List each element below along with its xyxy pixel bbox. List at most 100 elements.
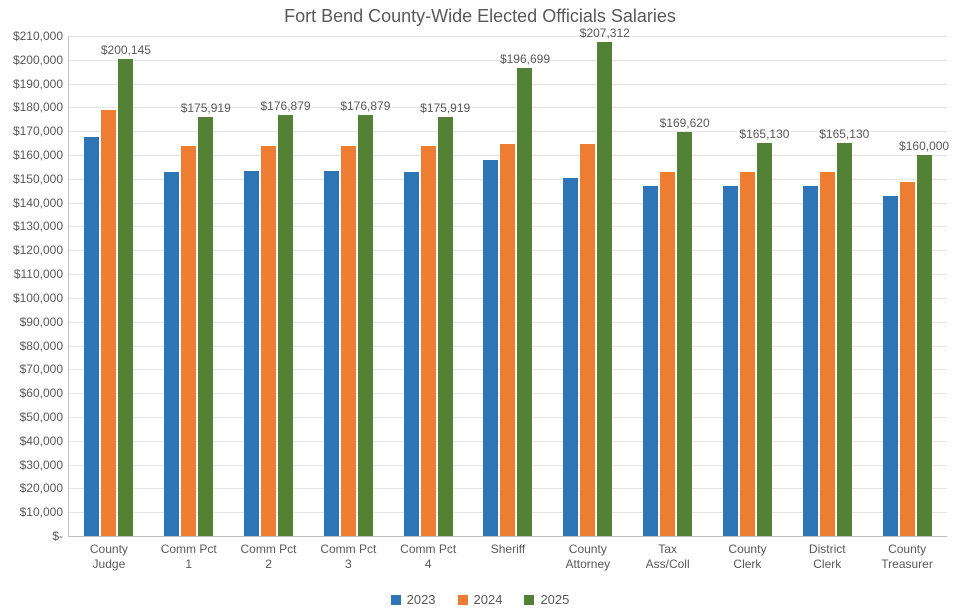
bar — [101, 110, 116, 536]
legend-swatch — [524, 595, 534, 605]
category-label: County Attorney — [548, 536, 628, 572]
bar: $200,145 — [118, 59, 133, 536]
y-axis-label: $170,000 — [13, 124, 69, 138]
category-label: County Clerk — [708, 536, 788, 572]
category-group: $169,620Tax Ass/Coll — [628, 36, 708, 536]
bar-cluster: $176,879 — [229, 36, 309, 536]
bar-value-label: $160,000 — [899, 139, 949, 155]
legend-item: 2024 — [458, 592, 503, 607]
legend-swatch — [391, 595, 401, 605]
bar: $165,130 — [837, 143, 852, 536]
category-group: $176,879Comm Pct 3 — [308, 36, 388, 536]
bar-value-label: $175,919 — [420, 101, 470, 117]
category-label: County Judge — [69, 536, 149, 572]
bar-cluster: $175,919 — [388, 36, 468, 536]
category-label: Comm Pct 1 — [149, 536, 229, 572]
bar — [341, 146, 356, 536]
bar-cluster: $196,699 — [468, 36, 548, 536]
category-group: $165,130County Clerk — [708, 36, 788, 536]
bar — [261, 146, 276, 536]
bar — [421, 146, 436, 536]
bar — [164, 172, 179, 536]
y-axis-label: $30,000 — [20, 458, 69, 472]
bar-value-label: $165,130 — [819, 127, 869, 143]
bar-cluster: $169,620 — [628, 36, 708, 536]
legend-item: 2023 — [391, 592, 436, 607]
bar-value-label: $176,879 — [340, 99, 390, 115]
bar-cluster: $207,312 — [548, 36, 628, 536]
category-group: $196,699Sheriff — [468, 36, 548, 536]
y-axis-label: $20,000 — [20, 481, 69, 495]
bar-cluster: $200,145 — [69, 36, 149, 536]
y-axis-label: $210,000 — [13, 29, 69, 43]
bar: $165,130 — [757, 143, 772, 536]
bar — [643, 186, 658, 536]
y-axis-label: $150,000 — [13, 172, 69, 186]
bar-value-label: $169,620 — [660, 116, 710, 132]
bar-value-label: $175,919 — [181, 101, 231, 117]
bar — [660, 172, 675, 536]
legend-item: 2025 — [524, 592, 569, 607]
bar-cluster: $175,919 — [149, 36, 229, 536]
y-axis-label: $40,000 — [20, 434, 69, 448]
bar-value-label: $165,130 — [739, 127, 789, 143]
bar — [580, 144, 595, 536]
bar-value-label: $207,312 — [580, 26, 630, 42]
bar — [483, 160, 498, 536]
bar — [181, 146, 196, 536]
y-axis-label: $200,000 — [13, 53, 69, 67]
y-axis-label: $70,000 — [20, 362, 69, 376]
bar — [820, 172, 835, 536]
legend-swatch — [458, 595, 468, 605]
category-label: County Treasurer — [867, 536, 947, 572]
y-axis-label: $100,000 — [13, 291, 69, 305]
bar-cluster: $165,130 — [787, 36, 867, 536]
bar — [563, 178, 578, 536]
bar — [324, 171, 339, 536]
salary-bar-chart: Fort Bend County-Wide Elected Officials … — [0, 0, 960, 616]
bar: $175,919 — [198, 117, 213, 536]
bar: $176,879 — [278, 115, 293, 536]
bar: $160,000 — [917, 155, 932, 536]
category-group: $160,000County Treasurer — [867, 36, 947, 536]
y-axis-label: $10,000 — [20, 505, 69, 519]
y-axis-label: $130,000 — [13, 219, 69, 233]
category-group: $165,130District Clerk — [787, 36, 867, 536]
category-label: Comm Pct 4 — [388, 536, 468, 572]
chart-legend: 2023 2024 2025 — [0, 592, 960, 607]
legend-label: 2025 — [540, 592, 569, 607]
y-axis-label: $80,000 — [20, 339, 69, 353]
y-axis-label: $60,000 — [20, 386, 69, 400]
y-axis-label: $110,000 — [14, 267, 69, 281]
bar — [900, 182, 915, 536]
bar — [740, 172, 755, 536]
plot-area: $-$10,000$20,000$30,000$40,000$50,000$60… — [68, 36, 947, 537]
bar-value-label: $176,879 — [261, 99, 311, 115]
y-axis-label: $- — [52, 529, 69, 543]
category-group: $207,312County Attorney — [548, 36, 628, 536]
category-label: Sheriff — [468, 536, 548, 557]
bar — [84, 137, 99, 536]
category-label: District Clerk — [787, 536, 867, 572]
bar: $196,699 — [517, 68, 532, 536]
category-label: Tax Ass/Coll — [628, 536, 708, 572]
category-group: $175,919Comm Pct 4 — [388, 36, 468, 536]
bar — [404, 172, 419, 536]
bar-value-label: $196,699 — [500, 52, 550, 68]
category-group: $176,879Comm Pct 2 — [229, 36, 309, 536]
chart-title: Fort Bend County-Wide Elected Officials … — [0, 6, 960, 27]
bar: $169,620 — [677, 132, 692, 536]
bar — [723, 186, 738, 536]
legend-label: 2023 — [407, 592, 436, 607]
bar-cluster: $176,879 — [308, 36, 388, 536]
bar — [244, 171, 259, 536]
y-axis-label: $190,000 — [13, 77, 69, 91]
bar: $175,919 — [438, 117, 453, 536]
y-axis-label: $160,000 — [13, 148, 69, 162]
category-label: Comm Pct 3 — [308, 536, 388, 572]
bar: $176,879 — [358, 115, 373, 536]
y-axis-label: $120,000 — [13, 243, 69, 257]
bar-cluster: $160,000 — [867, 36, 947, 536]
bar-value-label: $200,145 — [101, 43, 151, 59]
bar — [883, 196, 898, 536]
